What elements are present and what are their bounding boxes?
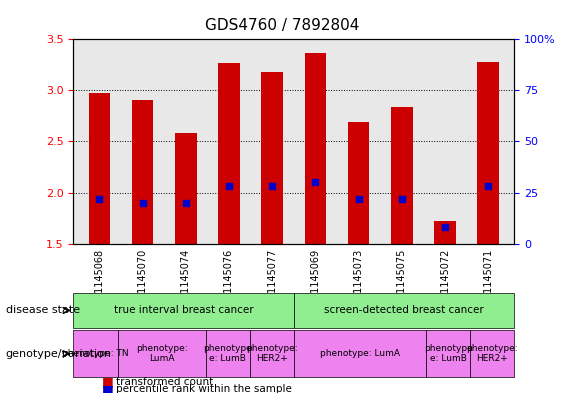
Text: ■: ■: [102, 382, 114, 393]
Bar: [89, 94, 110, 244]
Text: screen-detected breast cancer: screen-detected breast cancer: [324, 305, 484, 316]
Text: transformed count: transformed count: [116, 377, 213, 387]
Text: phenotype:
HER2+: phenotype: HER2+: [466, 344, 518, 364]
Bar: [305, 53, 326, 244]
Text: GDS4760 / 7892804: GDS4760 / 7892804: [205, 18, 360, 33]
Text: true interval breast cancer: true interval breast cancer: [114, 305, 254, 316]
Text: ■: ■: [102, 375, 114, 389]
Text: phenotype
e: LumB: phenotype e: LumB: [203, 344, 252, 364]
Text: phenotype: TN: phenotype: TN: [62, 349, 129, 358]
Text: phenotype:
LumA: phenotype: LumA: [136, 344, 188, 364]
Bar: [262, 72, 283, 244]
Text: percentile rank within the sample: percentile rank within the sample: [116, 384, 292, 393]
Bar: [434, 221, 456, 244]
Bar: [348, 122, 370, 244]
Bar: [477, 62, 499, 244]
Bar: [391, 107, 412, 244]
Text: disease state: disease state: [6, 305, 80, 316]
Text: phenotype
e: LumB: phenotype e: LumB: [424, 344, 472, 364]
Bar: [132, 99, 153, 244]
Text: phenotype:
HER2+: phenotype: HER2+: [246, 344, 298, 364]
Bar: [218, 63, 240, 244]
Text: genotype/variation: genotype/variation: [6, 349, 112, 359]
Text: phenotype: LumA: phenotype: LumA: [320, 349, 400, 358]
Bar: [175, 133, 197, 244]
